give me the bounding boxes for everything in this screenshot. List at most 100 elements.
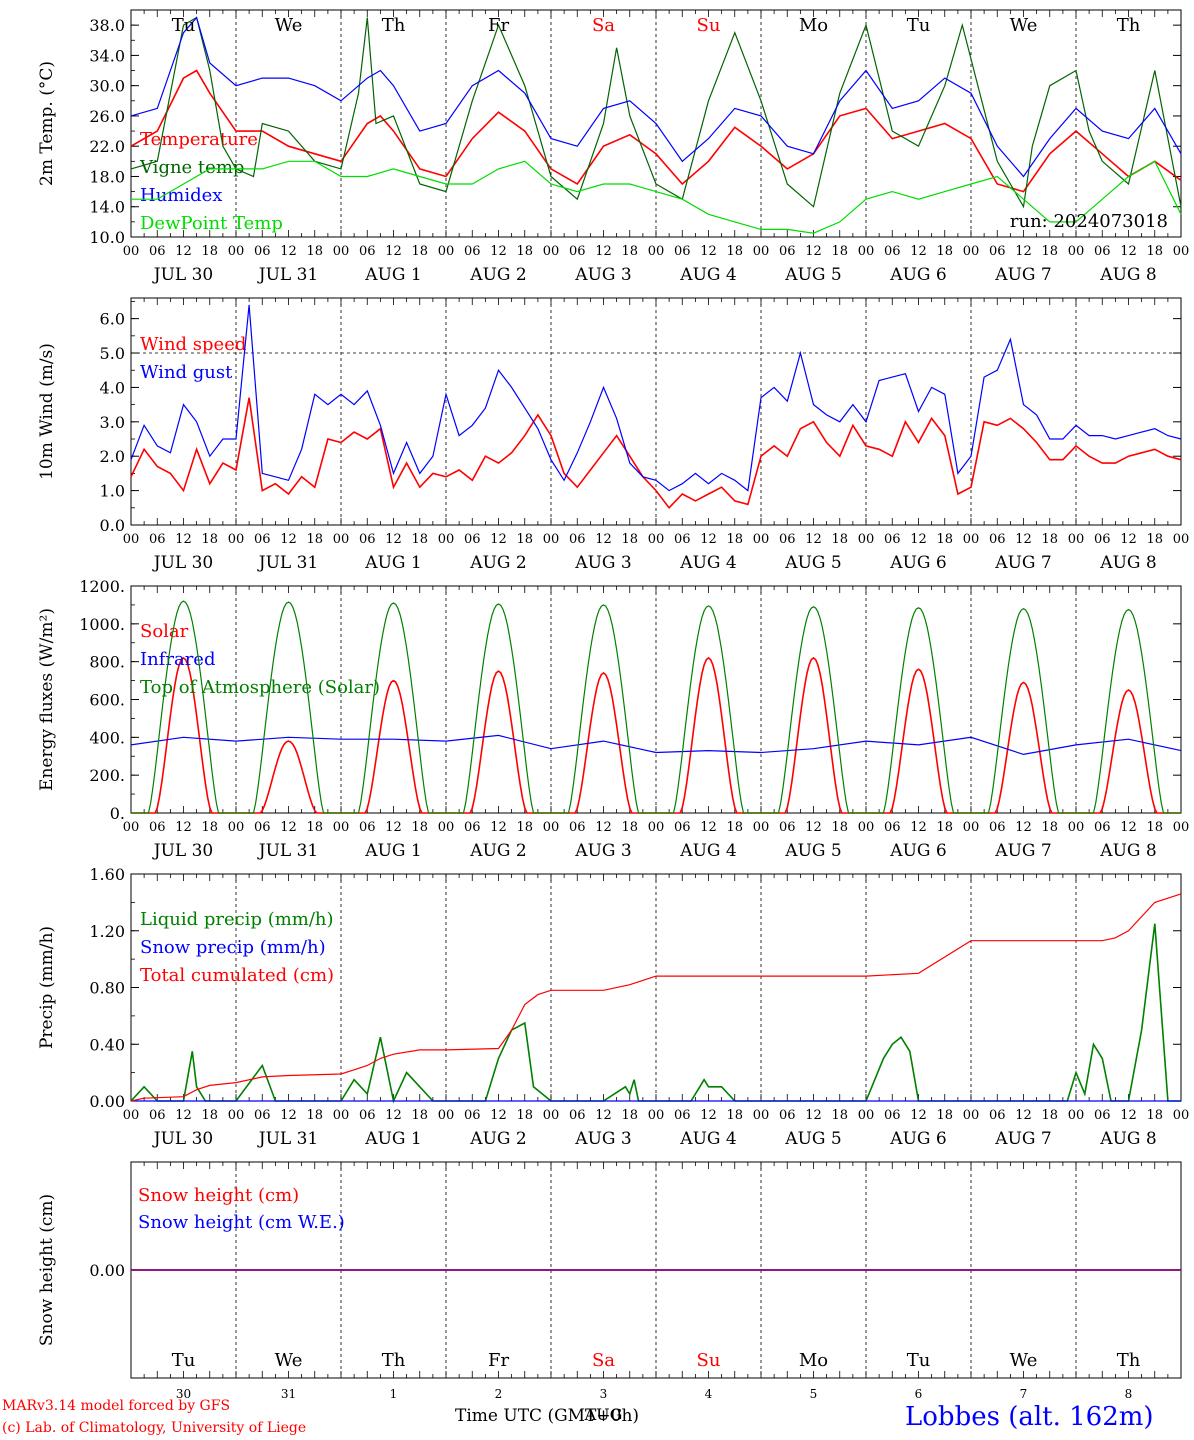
hour-tick-label: 18 [411, 532, 428, 547]
hour-tick-label: 12 [1015, 532, 1032, 547]
hour-tick-label: 12 [1120, 532, 1137, 547]
hour-tick-label: 12 [385, 820, 402, 835]
run-label: run: 2024073018 [1010, 211, 1168, 232]
date-label: AUG 8 [1099, 265, 1156, 285]
legend-entry: Snow height (cm) [138, 1185, 299, 1206]
hour-tick-label: 12 [280, 1108, 297, 1123]
weekday-label: Tu [907, 1350, 931, 1371]
y-tick-label: 0.00 [89, 1261, 125, 1280]
hour-tick-label: 12 [490, 1108, 507, 1123]
date-label: JUL 30 [152, 841, 213, 861]
hour-tick-label: 18 [621, 1108, 638, 1123]
hour-tick-label: 18 [936, 244, 953, 259]
legend-entry: Liquid precip (mm/h) [140, 909, 334, 930]
hour-tick-label: 18 [831, 532, 848, 547]
hour-tick-label: 12 [385, 1108, 402, 1123]
hour-tick-label: 00 [1173, 820, 1190, 835]
hour-tick-label: 12 [805, 1108, 822, 1123]
hour-tick-label: 00 [1068, 244, 1085, 259]
hour-tick-label: 06 [359, 1108, 376, 1123]
hour-tick-label: 00 [228, 532, 245, 547]
hour-tick-label: 12 [1015, 1108, 1032, 1123]
y-tick-label: 30.0 [89, 77, 125, 96]
hour-tick-label: 18 [1146, 532, 1163, 547]
hour-tick-label: 00 [543, 820, 560, 835]
hour-tick-label: 12 [1120, 244, 1137, 259]
hour-tick-label: 06 [149, 1108, 166, 1123]
hour-tick-label: 12 [700, 820, 717, 835]
date-label: JUL 31 [257, 265, 318, 285]
hour-tick-label: 00 [858, 820, 875, 835]
hour-tick-label: 06 [674, 244, 691, 259]
hour-tick-label: 18 [411, 1108, 428, 1123]
hour-tick-label: 06 [149, 820, 166, 835]
legend-entry: Solar [140, 621, 189, 642]
hour-tick-label: 18 [201, 244, 218, 259]
hour-tick-label: 06 [989, 1108, 1006, 1123]
date-label: JUL 31 [257, 1129, 318, 1149]
hour-tick-label: 06 [779, 820, 796, 835]
hour-tick-label: 06 [674, 820, 691, 835]
lab-credit: (c) Lab. of Climatology, University of L… [2, 1420, 307, 1436]
hour-tick-label: 00 [333, 1108, 350, 1123]
hour-tick-label: 06 [149, 244, 166, 259]
hour-tick-label: 00 [123, 244, 140, 259]
hour-tick-label: 18 [621, 820, 638, 835]
hour-tick-label: 18 [1041, 532, 1058, 547]
hour-tick-label: 00 [963, 532, 980, 547]
legend-entry: Wind speed [140, 334, 246, 355]
hour-tick-label: 06 [779, 532, 796, 547]
y-tick-label: 38.0 [89, 16, 125, 35]
hour-tick-label: 00 [1173, 1108, 1190, 1123]
hour-tick-label: 12 [280, 532, 297, 547]
hour-tick-label: 00 [648, 244, 665, 259]
date-label: JUL 31 [257, 841, 318, 861]
legend-entry: Humidex [140, 185, 222, 206]
date-label: JUL 30 [152, 553, 213, 573]
date-label: AUG 7 [994, 841, 1051, 861]
hour-tick-label: 18 [306, 532, 323, 547]
weekday-label: Tu [907, 15, 931, 36]
hour-tick-label: 12 [700, 244, 717, 259]
series-line-vigne-temp [130, 16, 1182, 209]
series-line-infrared [130, 734, 1182, 756]
hour-tick-label: 00 [228, 1108, 245, 1123]
hour-tick-label: 12 [175, 244, 192, 259]
hour-tick-label: 06 [464, 532, 481, 547]
series-line-temperature [130, 69, 1182, 193]
hour-tick-label: 00 [1068, 1108, 1085, 1123]
hour-tick-label: 12 [280, 244, 297, 259]
date-label: AUG 8 [1099, 1129, 1156, 1149]
hour-tick-label: 12 [1120, 820, 1137, 835]
hour-tick-label: 00 [963, 820, 980, 835]
y-tick-label: 34.0 [89, 46, 125, 65]
date-label: AUG 5 [784, 553, 841, 573]
weekday-label: Sa [592, 1350, 615, 1371]
date-label: AUG 3 [574, 841, 631, 861]
y-tick-label: 0. [110, 804, 125, 823]
y-tick-label: 3.0 [100, 413, 125, 432]
date-label: AUG 6 [889, 1129, 946, 1149]
hour-tick-label: 06 [884, 1108, 901, 1123]
date-label: AUG 4 [679, 265, 736, 285]
y-tick-label: 0.0 [100, 516, 125, 535]
hour-tick-label: 06 [1094, 532, 1111, 547]
hour-tick-label: 00 [333, 820, 350, 835]
y-tick-label: 0.00 [89, 1092, 125, 1111]
hour-tick-label: 18 [831, 1108, 848, 1123]
hour-tick-label: 00 [858, 532, 875, 547]
hour-tick-label: 00 [1068, 532, 1085, 547]
hour-tick-label: 18 [831, 244, 848, 259]
series-line-total-cumulated-cm- [130, 893, 1182, 1102]
date-label: AUG 1 [364, 265, 421, 285]
hour-tick-label: 12 [1120, 1108, 1137, 1123]
hour-tick-label: 12 [595, 532, 612, 547]
hour-tick-label: 06 [569, 532, 586, 547]
day-number-label: 7 [1020, 1387, 1028, 1401]
date-label: AUG 7 [994, 1129, 1051, 1149]
hour-tick-label: 12 [490, 532, 507, 547]
month-label: AUG [584, 1405, 623, 1424]
hour-tick-label: 18 [516, 820, 533, 835]
y-tick-label: 200. [89, 766, 125, 785]
legend-entry: Infrared [140, 649, 215, 670]
